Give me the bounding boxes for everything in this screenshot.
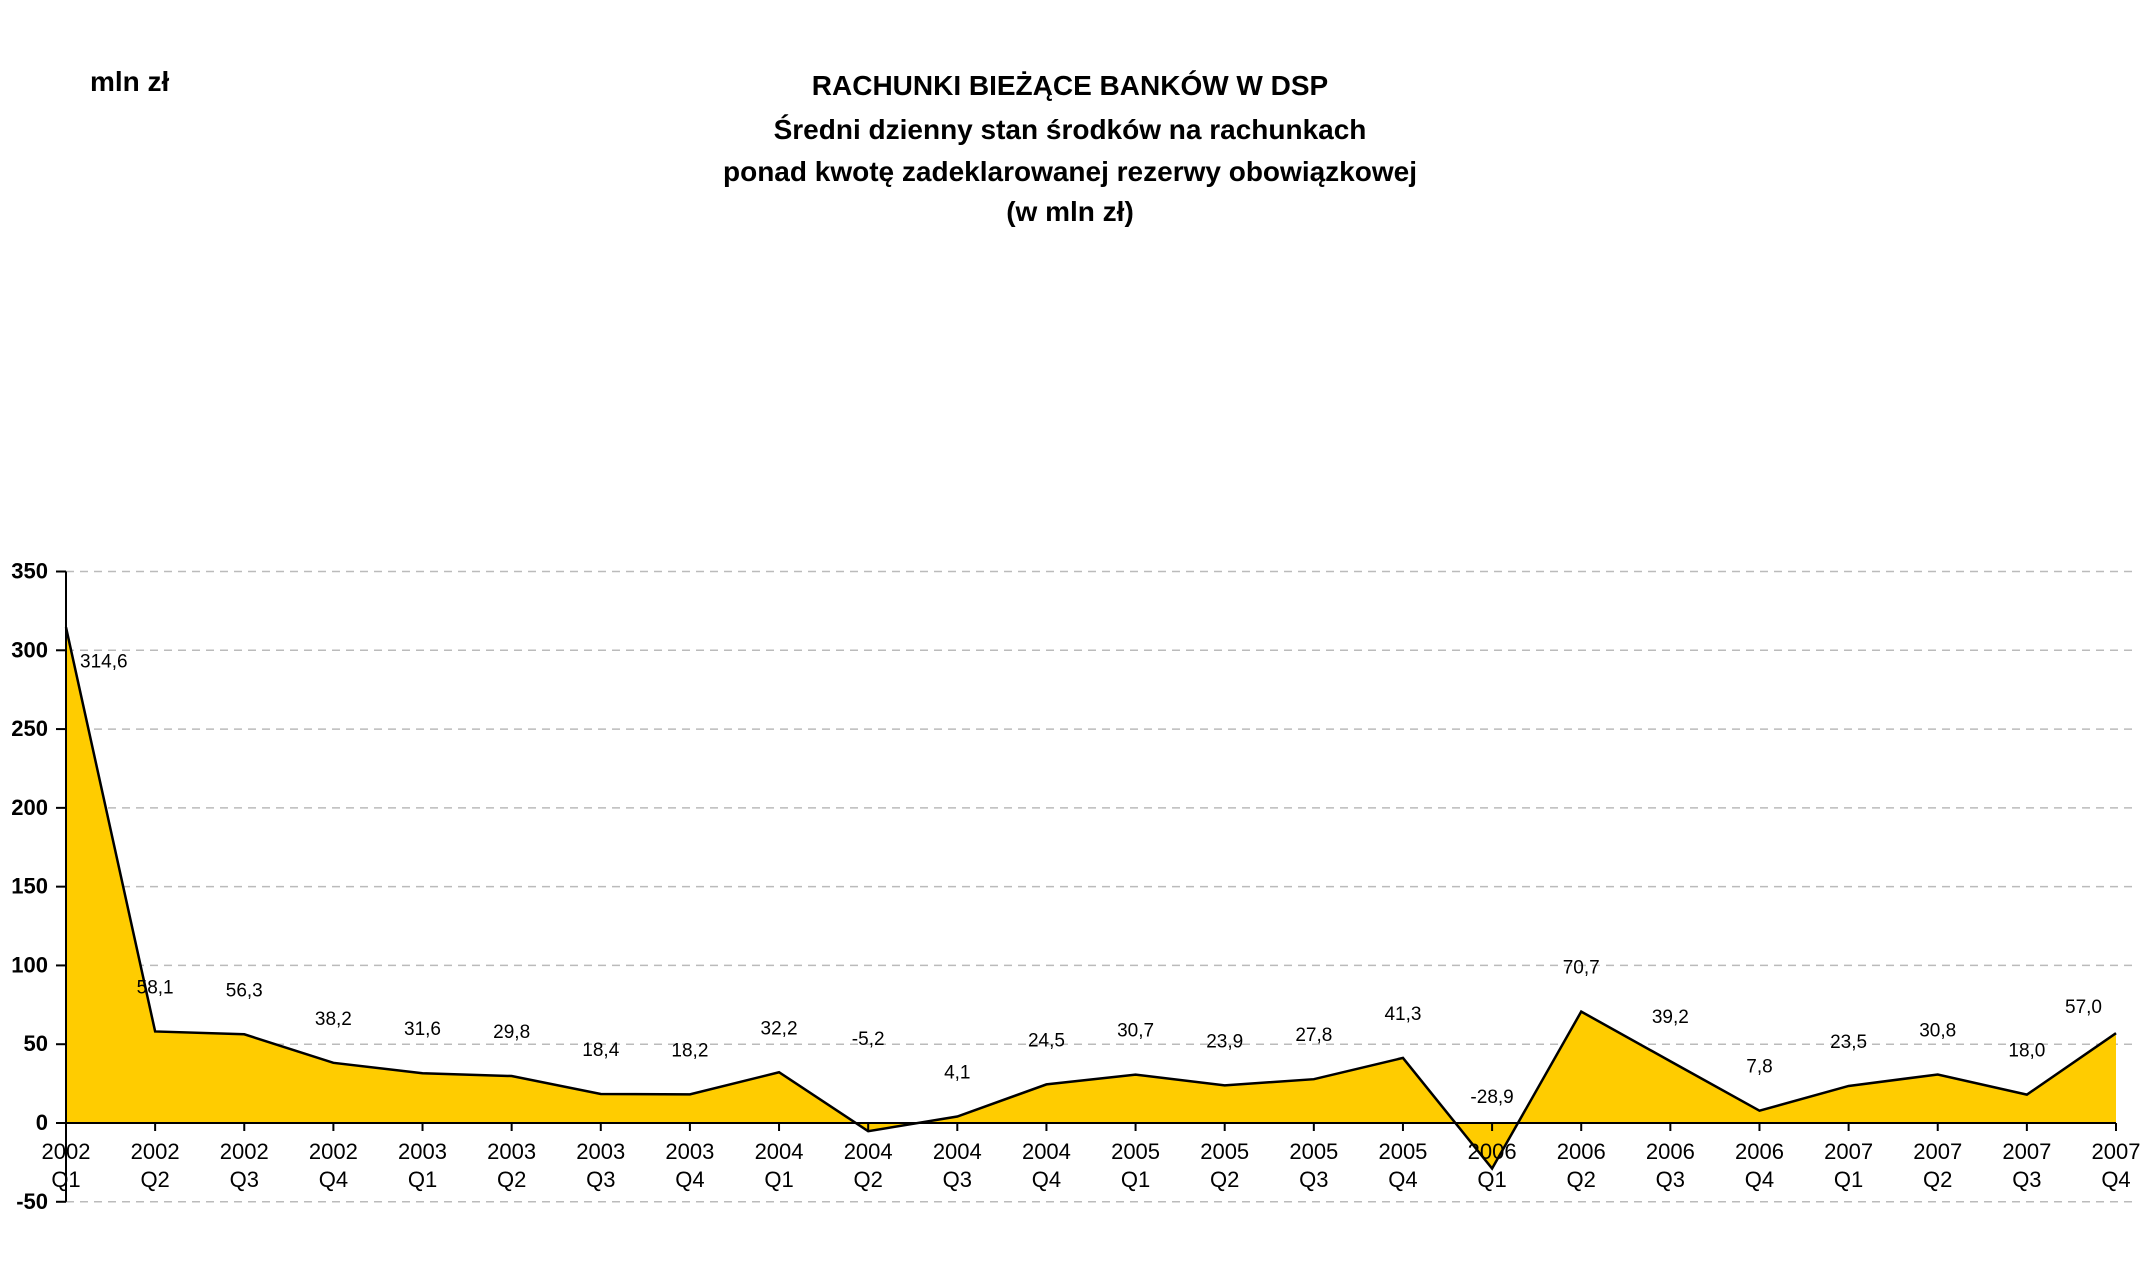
label-layer: 314,6 58,1 56,3 38,2 31,6 29,8 18,4 18,2 32,2 -5,… (80, 651, 2102, 1108)
y-tick-label: 0 (36, 1110, 48, 1135)
y-tick-label: 200 (11, 795, 48, 820)
x-tick-label-quarter: Q2 (1210, 1167, 1239, 1192)
data-label: 56,3 (226, 980, 263, 1001)
data-label: 314,6 (80, 651, 128, 672)
y-tick-label: -50 (16, 1189, 48, 1214)
data-label: 30,8 (1919, 1020, 1956, 1041)
x-tick-label-quarter: Q2 (1567, 1167, 1596, 1192)
data-label: 38,2 (315, 1009, 352, 1030)
data-label: 30,7 (1117, 1021, 1154, 1042)
data-label: 23,9 (1206, 1031, 1243, 1052)
x-tick-label-year: 2004 (933, 1139, 982, 1164)
chart-title-line-1: RACHUNKI BIEŻĄCE BANKÓW W DSP (811, 70, 1329, 101)
x-tick-label-year: 2005 (1289, 1139, 1338, 1164)
y-tick-label: 100 (11, 952, 48, 977)
x-tick-label-quarter: Q3 (2012, 1167, 2041, 1192)
x-tick-label-year: 2006 (1646, 1139, 1695, 1164)
x-tick-label-year: 2007 (1824, 1139, 1873, 1164)
data-label: 31,6 (404, 1019, 441, 1040)
data-label: 70,7 (1563, 958, 1600, 979)
data-label: 58,1 (137, 977, 174, 998)
data-label: 57,0 (2065, 997, 2102, 1018)
x-tick-label-year: 2007 (2002, 1139, 2051, 1164)
x-tick-label-quarter: Q3 (1656, 1167, 1685, 1192)
x-tick-label-quarter: Q1 (408, 1167, 437, 1192)
x-tick-label-quarter: Q3 (943, 1167, 972, 1192)
x-tick-label-year: 2003 (665, 1139, 714, 1164)
x-tick-label-quarter: Q1 (51, 1167, 80, 1192)
chart-title-line-3: ponad kwotę zadeklarowanej rezerwy obowi… (723, 156, 1417, 187)
x-tick-label-year: 2003 (398, 1139, 447, 1164)
x-tick-label-quarter: Q1 (1121, 1167, 1150, 1192)
grid-layer (66, 570, 2136, 1203)
x-tick-label-year: 2003 (576, 1139, 625, 1164)
x-tick-label-year: 2002 (309, 1139, 358, 1164)
data-label: 18,2 (671, 1040, 708, 1061)
x-tick-label-quarter: Q2 (497, 1167, 526, 1192)
data-label: 29,8 (493, 1022, 530, 1043)
x-tick-label-quarter: Q2 (140, 1167, 169, 1192)
y-tick-label: 150 (11, 874, 48, 899)
chart-title-line-4: (w mln zł) (1006, 196, 1134, 227)
x-tick-label-year: 2002 (220, 1139, 269, 1164)
x-tick-label-year: 2005 (1111, 1139, 1160, 1164)
y-unit-label: mln zł (90, 66, 170, 97)
x-tick-label-quarter: Q2 (853, 1167, 882, 1192)
data-label: 24,5 (1028, 1030, 1065, 1051)
data-label: 18,0 (2008, 1041, 2045, 1062)
x-tick-label-year: 2002 (42, 1139, 91, 1164)
data-label: 27,8 (1295, 1025, 1332, 1046)
area-fill (66, 627, 2116, 1169)
x-tick-label-quarter: Q1 (1834, 1167, 1863, 1192)
x-tick-label-year: 2005 (1378, 1139, 1427, 1164)
y-tick-label: 300 (11, 637, 48, 662)
x-tick-label-year: 2006 (1735, 1139, 1784, 1164)
area-layer (64, 627, 2117, 1171)
x-tick-label-year: 2002 (131, 1139, 180, 1164)
x-tick-label-quarter: Q2 (1923, 1167, 1952, 1192)
data-label: -5,2 (852, 1029, 885, 1050)
x-tick-label-quarter: Q3 (230, 1167, 259, 1192)
x-tick-label-year: 2003 (487, 1139, 536, 1164)
x-tick-label-quarter: Q4 (319, 1167, 348, 1192)
axis-layer: -50 0 50 100 150 200 250 300 350 2002 Q1 2002 Q2 2002… (11, 559, 2140, 1214)
x-tick-label-year: 2007 (1913, 1139, 1962, 1164)
x-tick-label-quarter: Q1 (764, 1167, 793, 1192)
x-tick-label-year: 2004 (844, 1139, 893, 1164)
x-tick-label-year: 2004 (1022, 1139, 1071, 1164)
x-tick-label-quarter: Q4 (1032, 1167, 1061, 1192)
data-label: 32,2 (761, 1018, 798, 1039)
data-label: 41,3 (1384, 1004, 1421, 1025)
data-label: 4,1 (944, 1063, 970, 1084)
y-tick-label: 250 (11, 716, 48, 741)
data-label: 39,2 (1652, 1007, 1689, 1028)
series-line (64, 627, 2117, 1171)
x-tick-label-quarter: Q3 (586, 1167, 615, 1192)
x-tick-label-year: 2007 (2092, 1139, 2141, 1164)
data-label: -28,9 (1470, 1087, 1513, 1108)
x-tick-label-quarter: Q4 (1745, 1167, 1774, 1192)
x-tick-label-quarter: Q4 (1388, 1167, 1417, 1192)
x-tick-label-quarter: Q1 (1477, 1167, 1506, 1192)
x-tick-label-quarter: Q3 (1299, 1167, 1328, 1192)
chart-title-line-2: Średni dzienny stan środków na rachunkac… (773, 114, 1367, 145)
y-tick-label: 350 (11, 559, 48, 584)
data-label: 23,5 (1830, 1032, 1867, 1053)
x-tick-label-year: 2006 (1557, 1139, 1606, 1164)
data-label: 7,8 (1746, 1057, 1772, 1078)
y-tick-label: 50 (24, 1031, 48, 1056)
x-tick-label-year: 2005 (1200, 1139, 1249, 1164)
x-tick-label-quarter: Q4 (2101, 1167, 2130, 1192)
data-label: 18,4 (582, 1040, 619, 1061)
x-tick-label-year: 2006 (1468, 1139, 1517, 1164)
x-tick-label-quarter: Q4 (675, 1167, 704, 1192)
x-tick-label-year: 2004 (755, 1139, 804, 1164)
